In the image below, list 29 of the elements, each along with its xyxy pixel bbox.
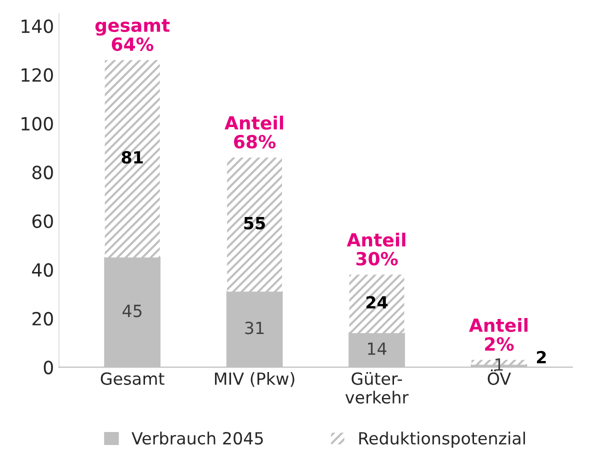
y-tick-label: 100 bbox=[22, 116, 53, 131]
y-tick-label: 120 bbox=[22, 68, 53, 82]
legend-label: Reduktionspotenzial bbox=[359, 432, 525, 448]
x-tick-label: Güter- verkehr bbox=[345, 372, 409, 404]
data-label: 1 bbox=[496, 358, 503, 371]
bar bbox=[227, 158, 282, 292]
x-tick-label: MIV (Pkw) bbox=[215, 372, 294, 387]
data-label: 31 bbox=[245, 322, 264, 334]
x-tick-label: ÖV bbox=[488, 370, 511, 385]
data-label: 45 bbox=[122, 304, 142, 318]
legend-label: Verbrauch 2045 bbox=[132, 432, 263, 445]
data-label: 24 bbox=[366, 296, 388, 308]
bar bbox=[104, 60, 160, 258]
data-label: 14 bbox=[368, 342, 386, 355]
annotation: gesamt 64% bbox=[95, 19, 170, 52]
annotation: Anteil 30% bbox=[346, 232, 406, 266]
y-tick-label: 0 bbox=[44, 360, 53, 374]
y-tick-label: 80 bbox=[32, 166, 53, 180]
annotation: Anteil 68% bbox=[224, 116, 284, 149]
x-tick-label: Gesamt bbox=[100, 372, 164, 385]
bar bbox=[349, 274, 404, 334]
annotation: Anteil 2% bbox=[469, 318, 528, 351]
data-label: 81 bbox=[122, 151, 143, 164]
y-tick-label: 140 bbox=[22, 19, 53, 34]
y-tick-label: 40 bbox=[32, 263, 53, 277]
data-label: 2 bbox=[536, 350, 546, 364]
y-tick-label: 60 bbox=[32, 214, 53, 228]
y-tick-label: 20 bbox=[32, 312, 53, 326]
data-label: 55 bbox=[244, 217, 265, 230]
